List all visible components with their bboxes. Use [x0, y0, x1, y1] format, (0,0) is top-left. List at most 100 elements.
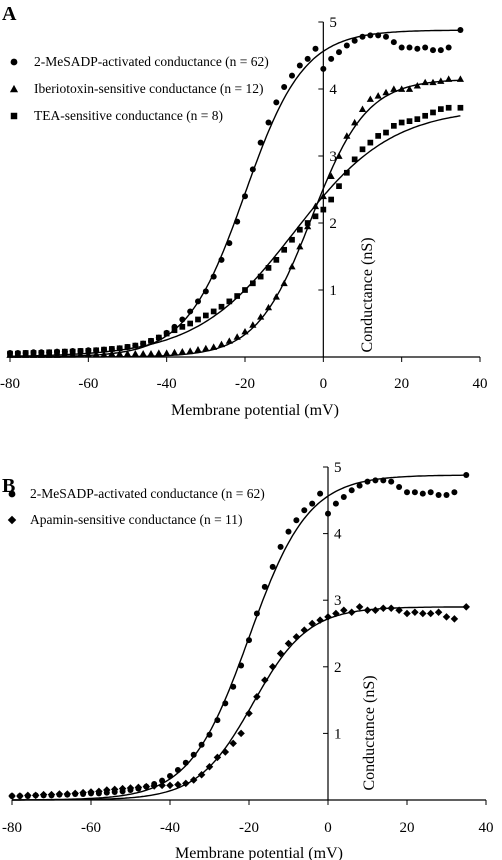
- data-point: [366, 95, 374, 102]
- x-axis-title: Membrane potential (mV): [171, 402, 339, 419]
- data-point: [351, 156, 358, 163]
- data-point: [229, 739, 237, 748]
- data-point: [139, 350, 147, 357]
- data-point: [87, 788, 95, 796]
- data-point: [442, 613, 451, 621]
- data-point: [182, 779, 190, 788]
- data-point: [142, 782, 151, 791]
- data-point: [390, 39, 397, 46]
- data-point: [320, 65, 327, 72]
- data-point: [273, 257, 280, 263]
- data-point: [246, 637, 252, 644]
- data-point: [383, 129, 389, 136]
- data-point: [217, 340, 226, 348]
- data-point: [218, 256, 225, 263]
- data-point: [233, 333, 241, 340]
- data-point: [343, 169, 350, 176]
- fit-curve: [10, 29, 461, 358]
- data-point: [280, 279, 288, 287]
- data-point: [195, 316, 201, 323]
- data-point: [95, 787, 103, 796]
- data-point: [328, 55, 335, 62]
- data-point: [189, 776, 198, 784]
- data-point: [126, 784, 135, 792]
- legend-label: 2-MeSADP-activated conductance (n = 62): [34, 54, 269, 69]
- data-point: [197, 770, 206, 779]
- series-diamond: [8, 603, 470, 801]
- data-point: [355, 603, 364, 611]
- data-point: [14, 350, 21, 357]
- y-tick-label: 1: [334, 726, 342, 742]
- legend: 2-MeSADP-activated conductance (n = 62) A…: [7, 486, 265, 527]
- data-point: [179, 324, 186, 330]
- y-tick-label: 5: [329, 15, 337, 31]
- data-point: [123, 350, 132, 357]
- data-point: [347, 608, 356, 616]
- data-point: [437, 47, 444, 54]
- data-point: [411, 608, 419, 616]
- data-point: [101, 346, 107, 353]
- data-point: [253, 693, 261, 701]
- data-point: [245, 709, 253, 718]
- data-point: [213, 753, 222, 762]
- data-point: [46, 349, 53, 356]
- data-point: [134, 783, 143, 792]
- data-point: [92, 350, 100, 358]
- x-tick-label: -20: [239, 820, 259, 836]
- data-point: [39, 790, 48, 799]
- data-point: [186, 347, 194, 354]
- data-point: [296, 62, 303, 69]
- legend-label: 2-MeSADP-activated conductance (n = 62): [30, 486, 265, 501]
- data-point: [457, 104, 464, 111]
- data-point: [69, 348, 76, 355]
- data-point: [55, 790, 64, 798]
- data-point: [234, 293, 241, 299]
- data-point: [38, 350, 45, 356]
- data-point: [398, 85, 406, 92]
- y-tick-label: 4: [334, 527, 342, 543]
- data-point: [292, 633, 301, 641]
- data-point: [296, 242, 304, 250]
- data-point: [47, 790, 56, 799]
- data-point: [426, 609, 435, 618]
- data-point: [166, 781, 174, 790]
- data-point: [434, 608, 443, 616]
- data-point: [116, 350, 124, 357]
- data-point: [308, 619, 316, 628]
- data-point: [16, 792, 24, 800]
- data-point: [406, 44, 413, 51]
- data-point: [332, 500, 339, 507]
- data-point: [253, 610, 260, 617]
- data-point: [445, 104, 452, 111]
- data-point: [316, 616, 324, 624]
- data-point: [269, 563, 276, 570]
- data-point: [261, 583, 268, 590]
- data-point: [374, 92, 382, 99]
- data-point: [241, 327, 249, 335]
- data-point: [340, 606, 348, 614]
- data-point: [202, 312, 209, 319]
- data-point: [324, 613, 332, 621]
- data-point: [210, 308, 217, 315]
- data-point: [174, 767, 181, 774]
- data-point: [158, 781, 166, 790]
- data-point: [328, 196, 335, 203]
- data-point: [343, 132, 351, 139]
- data-point: [281, 246, 288, 253]
- data-point: [293, 517, 300, 524]
- data-point: [30, 350, 37, 356]
- data-point: [147, 350, 155, 357]
- data-point: [395, 606, 403, 614]
- y-axis-title: Conductance (nS): [359, 237, 376, 352]
- data-point: [8, 792, 16, 800]
- y-tick-label: 4: [329, 82, 337, 98]
- data-point: [375, 32, 382, 39]
- data-point: [187, 308, 194, 315]
- data-point: [450, 615, 459, 623]
- x-tick-label: 20: [400, 820, 415, 836]
- data-point: [281, 83, 288, 90]
- data-point: [351, 118, 359, 126]
- data-point: [443, 491, 450, 498]
